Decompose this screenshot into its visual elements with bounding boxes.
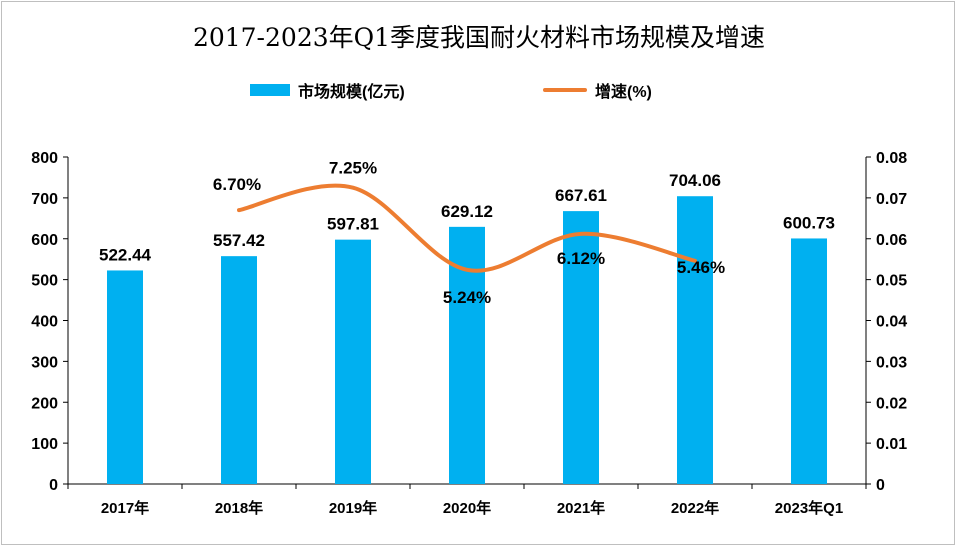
y-right-tick-label: 0.03	[876, 354, 907, 371]
bar-2023年Q1	[791, 238, 827, 484]
x-tick-label: 2017年	[101, 499, 149, 517]
y-right-tick-label: 0.06	[876, 232, 907, 249]
x-tick-label: 2021年	[557, 499, 605, 517]
bar-data-label: 629.12	[441, 202, 493, 221]
legend-line-swatch	[543, 88, 587, 92]
y-left-tick-label: 400	[31, 314, 58, 331]
bar-data-label: 600.73	[783, 213, 835, 232]
y-right-tick-label: 0	[876, 477, 885, 494]
y-left-tick-label: 0	[49, 477, 58, 494]
y-left-tick-label: 600	[31, 232, 58, 249]
line-data-label: 5.46%	[677, 258, 725, 277]
y-right-tick-label: 0.04	[876, 314, 907, 331]
y-right-tick-label: 0.08	[876, 150, 907, 167]
x-tick-label: 2018年	[215, 499, 263, 517]
legend-item-market-size: 市场规模(亿元)	[250, 78, 405, 102]
legend-bar-swatch	[250, 84, 290, 96]
y-right-tick-label: 0.05	[876, 273, 907, 290]
bar-data-label: 597.81	[327, 215, 379, 234]
bar-data-label: 522.44	[99, 245, 152, 264]
legend-label: 市场规模(亿元)	[298, 84, 405, 101]
bar-data-label: 557.42	[213, 231, 265, 250]
y-right-tick-label: 0.01	[876, 436, 907, 453]
bar-2021年	[563, 211, 599, 484]
y-right-tick-label: 0.02	[876, 395, 907, 412]
legend-item-growth: 增速(%)	[543, 78, 652, 102]
line-data-label: 6.12%	[557, 249, 605, 268]
x-tick-label: 2023年Q1	[775, 499, 843, 517]
bar-2019年	[335, 239, 371, 484]
bar-data-label: 704.06	[669, 171, 721, 190]
bar-2018年	[221, 256, 257, 484]
y-left-tick-label: 700	[31, 191, 58, 208]
y-left-tick-label: 200	[31, 395, 58, 412]
line-data-label: 5.24%	[443, 288, 491, 307]
legend-label: 增速(%)	[595, 84, 652, 101]
x-tick-label: 2020年	[443, 499, 491, 517]
bar-2022年	[677, 196, 713, 485]
y-left-tick-label: 800	[31, 150, 58, 167]
bar-2017年	[107, 270, 143, 484]
y-left-tick-label: 300	[31, 354, 58, 371]
y-right-tick-label: 0.07	[876, 191, 907, 208]
bar-data-label: 667.61	[555, 186, 607, 205]
chart-title: 2017-2023年Q1季度我国耐火材料市场规模及增速	[192, 23, 766, 52]
y-left-tick-label: 100	[31, 436, 58, 453]
line-data-label: 7.25%	[329, 159, 377, 178]
x-tick-label: 2022年	[671, 499, 719, 517]
growth-line	[237, 183, 697, 273]
y-left-tick-label: 500	[31, 273, 58, 290]
x-tick-label: 2019年	[329, 499, 377, 517]
line-data-label: 6.70%	[213, 175, 261, 194]
